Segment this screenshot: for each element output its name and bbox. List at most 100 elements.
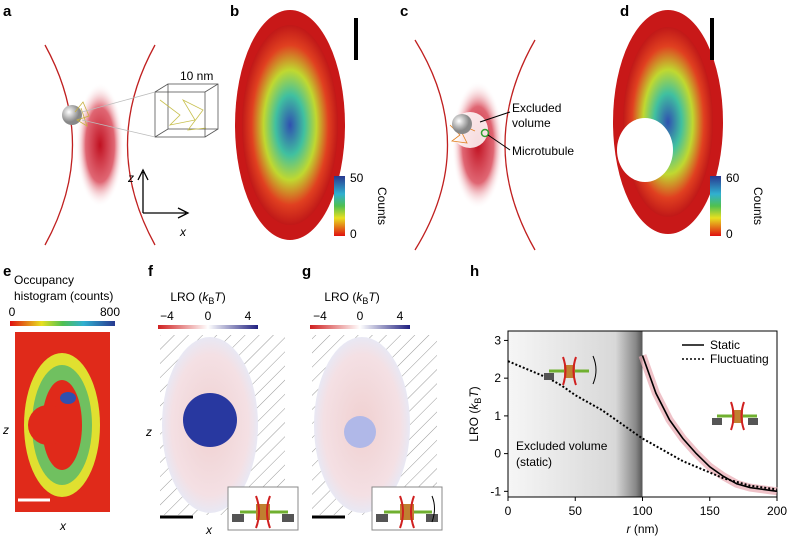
t: LRO (	[170, 290, 202, 304]
colorbar-tick: 0	[350, 227, 357, 241]
trajectory	[74, 101, 90, 127]
icon	[544, 373, 554, 380]
panel-title: LRO (kBT)	[170, 290, 225, 306]
axes-arrow	[137, 168, 190, 219]
t: )	[376, 290, 380, 304]
t: k	[356, 290, 363, 304]
density	[60, 392, 76, 404]
annotation: Excluded	[512, 101, 561, 115]
panel-label: f	[148, 263, 154, 280]
excluded-region	[508, 331, 643, 497]
trap-curve	[414, 39, 449, 251]
icon	[562, 356, 577, 386]
scale-label: 10 nm	[180, 69, 213, 83]
colorbar-tick: 60	[726, 171, 740, 185]
icon	[564, 365, 575, 378]
trap-curve	[504, 39, 536, 251]
microtubule	[480, 128, 490, 138]
colorbar	[10, 321, 115, 326]
bead	[62, 105, 82, 125]
y-label-part: B	[473, 398, 483, 404]
leader	[479, 111, 511, 123]
y-label-part: T	[467, 389, 481, 398]
panel-label: b	[230, 3, 239, 20]
icon	[592, 355, 597, 385]
colorbar-tick: 800	[100, 305, 120, 319]
inset-icon	[376, 495, 438, 529]
x-axis-label: r (nm)	[626, 522, 658, 536]
lro-map	[344, 416, 376, 448]
panel-title: Occupancy	[14, 273, 74, 287]
hole	[617, 118, 673, 182]
annotation: volume	[512, 116, 551, 130]
inset-icon	[232, 495, 294, 529]
y-tick-label: 2	[494, 371, 501, 385]
t: T	[214, 290, 223, 304]
colorbar-tick: 50	[350, 171, 364, 185]
axis-x: x	[59, 519, 67, 533]
colorbar-tick: 0	[357, 309, 364, 323]
y-tick-label: 0	[494, 447, 501, 461]
annotation: Microtubule	[512, 144, 574, 158]
trap-curve	[44, 44, 74, 246]
legend-label: Static	[710, 338, 740, 352]
inset	[227, 486, 299, 531]
panel-label: e	[3, 263, 11, 280]
x-label-var: r	[626, 522, 631, 536]
colorbar-title: Counts	[751, 187, 765, 225]
trap-curve	[126, 44, 156, 246]
t: B	[208, 296, 214, 306]
x-tick-label: 50	[569, 504, 583, 518]
panel-title: histogram (counts)	[14, 289, 113, 303]
panel-label: h	[470, 263, 479, 280]
colorbar	[334, 176, 345, 236]
annotation: Excluded volume	[516, 439, 608, 453]
y-tick-label: 1	[494, 409, 501, 423]
y-label-part: LRO (	[467, 410, 481, 442]
axis-z: z	[127, 171, 134, 185]
colorbar	[310, 325, 410, 329]
icon	[748, 418, 758, 425]
colorbar-tick: 0	[205, 309, 212, 323]
density	[242, 25, 338, 225]
axis-x: x	[179, 225, 187, 239]
axis-z: z	[2, 423, 9, 437]
x-tick-label: 150	[700, 504, 720, 518]
panel-label: c	[400, 3, 408, 20]
y-label-part: k	[467, 403, 481, 410]
series-line	[507, 360, 778, 491]
t: T	[368, 290, 377, 304]
t: k	[202, 290, 209, 304]
colorbar-tick: 4	[397, 309, 404, 323]
axis-x: x	[205, 523, 213, 537]
x-tick-label: 100	[632, 504, 652, 518]
t: )	[222, 290, 226, 304]
y-label-part: )	[467, 386, 481, 390]
colorbar-tick: −4	[160, 309, 174, 323]
icon	[712, 418, 722, 425]
x-label-unit: (nm)	[634, 522, 659, 536]
panel-label: g	[302, 263, 311, 280]
colorbar-tick: −4	[313, 309, 327, 323]
panel-title: LRO (kBT)	[324, 290, 379, 306]
t: LRO (	[324, 290, 356, 304]
bead	[452, 114, 472, 134]
legend-label: Fluctuating	[710, 352, 769, 366]
trajectory	[159, 99, 207, 131]
series-line	[641, 355, 778, 493]
colorbar-tick: 0	[726, 227, 733, 241]
colorbar	[158, 325, 258, 329]
hole	[28, 405, 68, 445]
annotation: (static)	[516, 455, 552, 469]
icon	[730, 401, 745, 431]
y-tick-label: 3	[494, 333, 501, 347]
y-tick-label: -1	[490, 484, 501, 498]
lro-map	[183, 393, 237, 447]
panel-label: d	[620, 3, 629, 20]
x-tick-label: 0	[505, 504, 512, 518]
colorbar-tick: 0	[9, 305, 16, 319]
colorbar-tick: 4	[245, 309, 252, 323]
t: B	[362, 296, 368, 306]
